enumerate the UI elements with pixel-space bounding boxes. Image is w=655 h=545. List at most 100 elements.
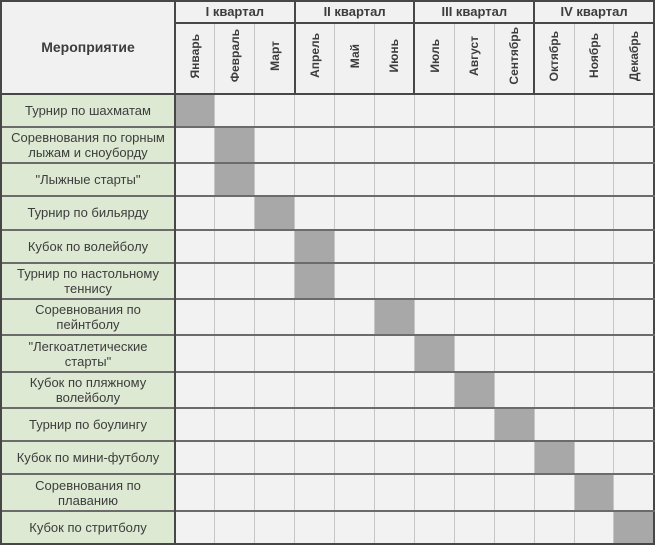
- grid-cell: [413, 162, 455, 197]
- grid-cell: [533, 473, 575, 511]
- grid-cell: [453, 509, 495, 544]
- schedule-body: Турнир по шахматам Соревнования по горным…: [0, 92, 654, 544]
- grid-cell: [294, 473, 335, 511]
- grid-cell: [214, 334, 255, 372]
- event-label: Кубок по волейболу: [0, 228, 176, 263]
- month-label: Август: [467, 35, 482, 76]
- grid-cell: [573, 228, 614, 263]
- grid-cell: [374, 334, 415, 372]
- grid-cell: [334, 195, 375, 230]
- grid-cell: [174, 370, 215, 408]
- table-header: Мероприятие I квартал II квартал III кварт…: [0, 0, 655, 95]
- grid-cell: [294, 334, 335, 372]
- scheduled-cell: [533, 440, 575, 475]
- grid-cell: [413, 473, 455, 511]
- grid-cell: [214, 195, 255, 230]
- month-header: Июнь: [374, 23, 415, 95]
- grid-cell: [573, 195, 614, 230]
- grid-cell: [413, 195, 455, 230]
- grid-cell: [214, 298, 255, 336]
- grid-cell: [613, 162, 654, 197]
- month-header: Апрель: [293, 23, 335, 95]
- month-header-row: Январь Февраль Март Апрель Май Июнь Июль Август…: [1, 23, 654, 95]
- grid-cell: [334, 473, 375, 511]
- grid-cell: [334, 162, 375, 197]
- grid-cell: [613, 370, 654, 408]
- grid-cell: [334, 298, 375, 336]
- grid-cell: [533, 261, 575, 300]
- grid-cell: [533, 334, 575, 372]
- scheduled-cell: [214, 162, 255, 197]
- month-header: Февраль: [214, 23, 255, 95]
- grid-cell: [413, 125, 455, 164]
- event-label: Соревнования по пейнтболу: [0, 298, 176, 336]
- grid-cell: [374, 228, 415, 263]
- grid-cell: [453, 440, 495, 475]
- grid-cell: [334, 370, 375, 408]
- grid-cell: [214, 406, 255, 442]
- grid-cell: [613, 261, 654, 300]
- grid-cell: [413, 92, 455, 127]
- grid-cell: [573, 162, 614, 197]
- scheduled-cell: [374, 298, 415, 336]
- grid-cell: [174, 125, 215, 164]
- scheduled-cell: [573, 473, 614, 511]
- grid-cell: [294, 162, 335, 197]
- grid-cell: [613, 406, 654, 442]
- grid-cell: [413, 370, 455, 408]
- event-row: "Легкоатлетические старты": [0, 334, 654, 372]
- grid-cell: [573, 334, 614, 372]
- grid-cell: [573, 440, 614, 475]
- event-row: Соревнования по пейнтболу: [0, 298, 654, 336]
- grid-cell: [533, 370, 575, 408]
- grid-cell: [453, 298, 495, 336]
- grid-cell: [374, 261, 415, 300]
- grid-cell: [214, 261, 255, 300]
- month-label: Март: [267, 40, 282, 71]
- grid-cell: [254, 440, 295, 475]
- month-header: Октябрь: [533, 23, 575, 95]
- event-label: Кубок по стритболу: [0, 509, 176, 544]
- grid-cell: [334, 406, 375, 442]
- event-row: Кубок по волейболу: [0, 228, 654, 263]
- grid-cell: [374, 125, 415, 164]
- quarter-header: III квартал: [413, 0, 536, 24]
- grid-cell: [174, 509, 215, 544]
- grid-cell: [413, 406, 455, 442]
- grid-cell: [174, 334, 215, 372]
- event-label: "Легкоатлетические старты": [0, 334, 176, 372]
- grid-cell: [214, 440, 255, 475]
- event-label: Турнир по бильярду: [0, 195, 176, 230]
- grid-cell: [413, 228, 455, 263]
- grid-cell: [453, 162, 495, 197]
- grid-cell: [533, 509, 575, 544]
- event-row: Турнир по бильярду: [0, 195, 654, 230]
- grid-cell: [453, 261, 495, 300]
- month-header: Декабрь: [613, 23, 654, 95]
- grid-cell: [294, 406, 335, 442]
- event-row: Турнир по боулингу: [0, 406, 654, 442]
- month-label: Июнь: [387, 39, 402, 73]
- month-label: Октябрь: [547, 30, 562, 81]
- grid-cell: [254, 298, 295, 336]
- grid-cell: [413, 509, 455, 544]
- grid-cell: [174, 195, 215, 230]
- grid-cell: [294, 195, 335, 230]
- grid-cell: [174, 473, 215, 511]
- event-label: Соревнования по горным лыжам и сноуборду: [0, 125, 176, 164]
- events-column-header: Мероприятие: [0, 0, 176, 95]
- grid-cell: [573, 261, 614, 300]
- quarter-header: IV квартал: [533, 0, 655, 24]
- quarter-header-row: Мероприятие I квартал II квартал III кварт…: [0, 0, 655, 95]
- grid-cell: [613, 473, 654, 511]
- grid-cell: [413, 298, 455, 336]
- grid-cell: [493, 298, 535, 336]
- event-label: Соревнования по плаванию: [0, 473, 176, 511]
- scheduled-cell: [613, 509, 654, 544]
- grid-cell: [453, 334, 495, 372]
- grid-cell: [533, 298, 575, 336]
- grid-cell: [493, 195, 535, 230]
- grid-cell: [493, 473, 535, 511]
- event-row: Турнир по настольному теннису: [0, 261, 654, 300]
